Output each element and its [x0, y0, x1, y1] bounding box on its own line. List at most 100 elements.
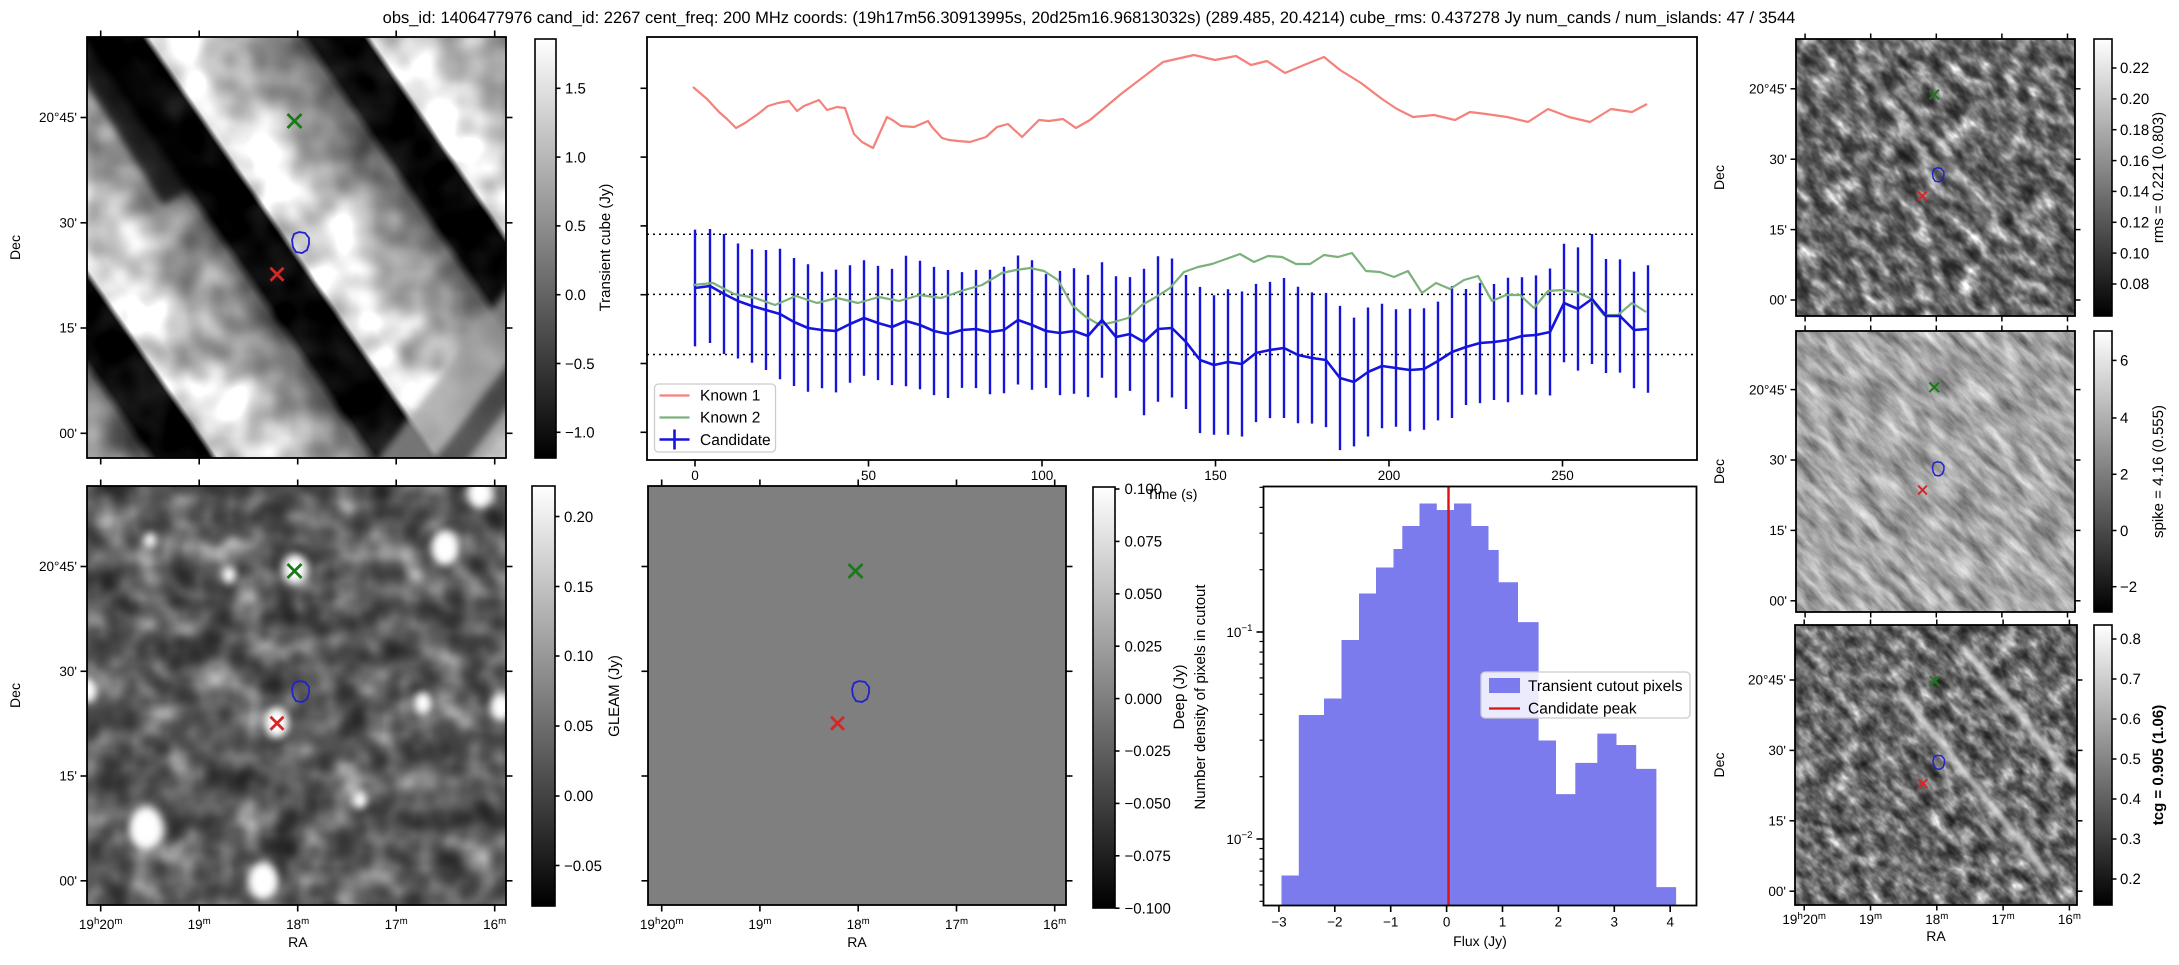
- svg-text:0.025: 0.025: [1125, 639, 1163, 656]
- svg-text:0.10: 0.10: [564, 648, 593, 665]
- svg-text:−1.0: −1.0: [565, 425, 595, 442]
- svg-text:0.18: 0.18: [2120, 122, 2149, 139]
- svg-text:00': 00': [1769, 293, 1787, 308]
- svg-text:00': 00': [59, 426, 77, 441]
- svg-text:2: 2: [2120, 467, 2128, 484]
- svg-text:0.05: 0.05: [564, 718, 593, 735]
- svg-text:Candidate: Candidate: [700, 432, 771, 449]
- svg-text:30': 30': [1769, 152, 1787, 167]
- svg-text:30': 30': [1768, 743, 1786, 758]
- svg-text:0: 0: [691, 468, 699, 483]
- svg-text:−0.025: −0.025: [1125, 743, 1171, 760]
- svg-text:20°45': 20°45': [39, 110, 77, 125]
- svg-text:0.8: 0.8: [2120, 631, 2141, 648]
- svg-text:0.075: 0.075: [1125, 534, 1163, 551]
- svg-text:1: 1: [1499, 915, 1507, 930]
- svg-text:20°45': 20°45': [1749, 82, 1787, 97]
- svg-text:00': 00': [1768, 884, 1786, 899]
- svg-text:Dec: Dec: [1711, 459, 1727, 484]
- svg-text:RA: RA: [288, 934, 308, 950]
- svg-text:0.12: 0.12: [2120, 215, 2149, 232]
- svg-text:0.7: 0.7: [2120, 671, 2141, 688]
- svg-text:Dec: Dec: [7, 683, 23, 708]
- svg-text:0.000: 0.000: [1125, 691, 1163, 708]
- svg-text:GLEAM (Jy): GLEAM (Jy): [606, 655, 623, 737]
- svg-text:19h20m: 19h20m: [1782, 911, 1826, 927]
- svg-text:30': 30': [1769, 453, 1787, 468]
- svg-text:tcg = 0.905 (1.06): tcg = 0.905 (1.06): [2150, 705, 2167, 825]
- svg-text:0.15: 0.15: [564, 579, 593, 596]
- svg-text:1.5: 1.5: [565, 81, 586, 98]
- svg-text:0.08: 0.08: [2120, 276, 2149, 293]
- svg-text:obs_id: 1406477976 cand_id: 22: obs_id: 1406477976 cand_id: 2267 cent_fr…: [383, 9, 1796, 27]
- svg-text:Transient cutout pixels: Transient cutout pixels: [1528, 678, 1683, 695]
- svg-text:30': 30': [59, 664, 77, 679]
- svg-text:−3: −3: [1271, 915, 1286, 930]
- svg-text:2: 2: [1555, 915, 1563, 930]
- svg-text:RA: RA: [1926, 928, 1946, 944]
- svg-text:50: 50: [861, 468, 876, 483]
- svg-text:Deep (Jy): Deep (Jy): [1171, 664, 1188, 729]
- svg-text:Dec: Dec: [1711, 753, 1727, 778]
- svg-text:0.20: 0.20: [564, 509, 593, 526]
- svg-text:6: 6: [2120, 353, 2128, 370]
- svg-text:0.4: 0.4: [2120, 791, 2141, 808]
- svg-text:Flux (Jy): Flux (Jy): [1453, 933, 1507, 949]
- svg-text:250: 250: [1551, 468, 1574, 483]
- svg-text:0.22: 0.22: [2120, 60, 2149, 77]
- svg-text:Time (s): Time (s): [1147, 486, 1198, 502]
- svg-text:4: 4: [2120, 410, 2128, 427]
- svg-text:0.0: 0.0: [565, 287, 586, 304]
- svg-text:19h20m: 19h20m: [79, 916, 123, 932]
- svg-text:20°45': 20°45': [1748, 673, 1786, 688]
- svg-text:Number density of pixels in cu: Number density of pixels in cutout: [1192, 584, 1209, 810]
- svg-text:0.16: 0.16: [2120, 153, 2149, 170]
- svg-text:15': 15': [1769, 523, 1787, 538]
- svg-text:0.20: 0.20: [2120, 91, 2149, 108]
- svg-text:19h20m: 19h20m: [640, 916, 684, 932]
- svg-text:15': 15': [1769, 222, 1787, 237]
- svg-text:0.100: 0.100: [1125, 481, 1163, 498]
- svg-text:00': 00': [1769, 594, 1787, 609]
- svg-text:4: 4: [1666, 915, 1674, 930]
- svg-text:15': 15': [59, 321, 77, 336]
- svg-text:rms = 0.221 (0.803): rms = 0.221 (0.803): [2150, 112, 2167, 243]
- svg-text:0.10: 0.10: [2120, 245, 2149, 262]
- svg-text:0.2: 0.2: [2120, 871, 2141, 888]
- svg-text:Known 1: Known 1: [700, 388, 760, 405]
- svg-text:Known 2: Known 2: [700, 410, 760, 427]
- svg-text:Dec: Dec: [1711, 165, 1727, 190]
- svg-text:−2: −2: [1327, 915, 1342, 930]
- svg-text:0.00: 0.00: [564, 788, 593, 805]
- svg-text:0.14: 0.14: [2120, 184, 2149, 201]
- svg-text:Transient cube (Jy): Transient cube (Jy): [597, 184, 614, 312]
- svg-text:15': 15': [59, 769, 77, 784]
- svg-text:−0.050: −0.050: [1125, 796, 1171, 813]
- svg-text:−0.075: −0.075: [1125, 848, 1171, 865]
- svg-text:0.5: 0.5: [2120, 751, 2141, 768]
- svg-text:−0.100: −0.100: [1125, 901, 1171, 918]
- svg-text:−0.05: −0.05: [564, 858, 602, 875]
- svg-text:0.3: 0.3: [2120, 831, 2141, 848]
- svg-text:15': 15': [1768, 814, 1786, 829]
- svg-text:20°45': 20°45': [1749, 382, 1787, 397]
- svg-text:0.050: 0.050: [1125, 586, 1163, 603]
- svg-text:spike = 4.16 (0.555): spike = 4.16 (0.555): [2150, 405, 2167, 538]
- svg-text:30': 30': [59, 216, 77, 231]
- svg-text:1.0: 1.0: [565, 149, 586, 166]
- svg-text:20°45': 20°45': [39, 559, 77, 574]
- svg-text:100: 100: [1031, 468, 1054, 483]
- svg-text:Candidate peak: Candidate peak: [1528, 701, 1637, 718]
- svg-text:−0.5: −0.5: [565, 356, 595, 373]
- svg-text:Dec: Dec: [7, 235, 23, 260]
- svg-text:0: 0: [1443, 915, 1451, 930]
- svg-text:3: 3: [1611, 915, 1619, 930]
- svg-text:0.6: 0.6: [2120, 711, 2141, 728]
- svg-text:0.5: 0.5: [565, 218, 586, 235]
- svg-text:0: 0: [2120, 523, 2128, 540]
- svg-text:RA: RA: [847, 934, 867, 950]
- svg-text:−1: −1: [1383, 915, 1398, 930]
- svg-text:−2: −2: [2120, 579, 2137, 596]
- svg-text:150: 150: [1204, 468, 1227, 483]
- svg-text:00': 00': [59, 874, 77, 889]
